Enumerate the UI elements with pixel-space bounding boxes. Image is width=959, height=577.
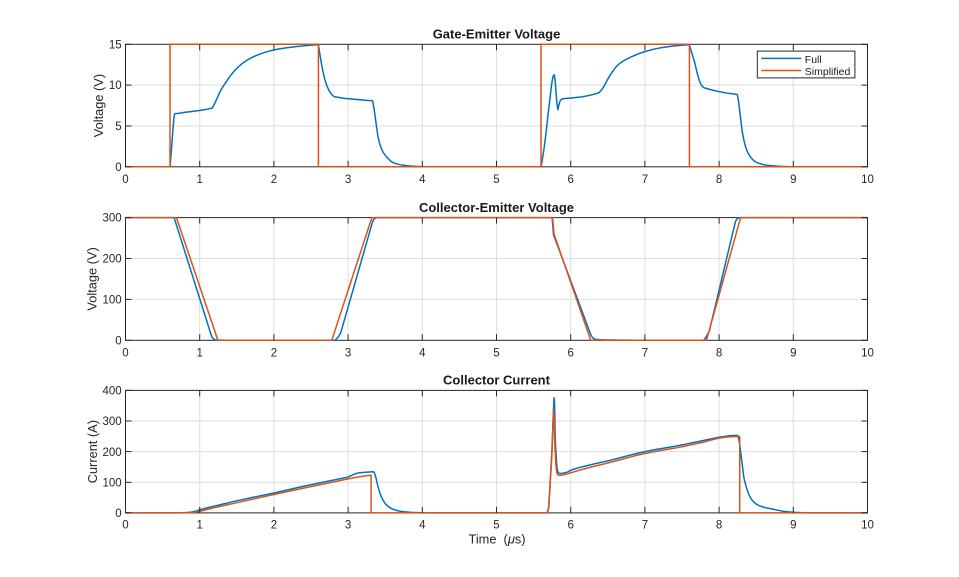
- svg-text:10: 10: [861, 348, 874, 360]
- svg-text:6: 6: [567, 348, 573, 360]
- svg-text:5: 5: [493, 348, 499, 360]
- svg-text:5: 5: [115, 121, 121, 133]
- svg-text:1: 1: [196, 520, 202, 532]
- svg-text:0: 0: [115, 162, 121, 174]
- svg-text:9: 9: [790, 348, 796, 360]
- svg-text:4: 4: [419, 520, 426, 532]
- svg-text:300: 300: [103, 416, 122, 428]
- svg-text:Time (μs): Time (μs): [468, 532, 525, 547]
- svg-text:Collector-Emitter Voltage: Collector-Emitter Voltage: [419, 200, 574, 215]
- svg-text:8: 8: [716, 174, 722, 186]
- svg-text:8: 8: [716, 348, 722, 360]
- svg-text:Simplified: Simplified: [805, 66, 851, 78]
- svg-text:Current (A): Current (A): [85, 420, 100, 483]
- svg-text:2: 2: [271, 348, 277, 360]
- svg-text:7: 7: [642, 348, 648, 360]
- svg-text:5: 5: [493, 174, 499, 186]
- svg-text:Full: Full: [805, 54, 822, 66]
- svg-text:0: 0: [122, 348, 128, 360]
- svg-text:2: 2: [271, 174, 277, 186]
- svg-text:3: 3: [345, 348, 351, 360]
- svg-text:7: 7: [642, 174, 648, 186]
- svg-text:200: 200: [103, 254, 122, 266]
- svg-text:10: 10: [861, 174, 874, 186]
- svg-text:0: 0: [115, 335, 121, 347]
- svg-text:Voltage (V): Voltage (V): [91, 74, 106, 137]
- svg-text:0: 0: [122, 174, 128, 186]
- svg-text:9: 9: [790, 520, 796, 532]
- svg-text:7: 7: [642, 520, 648, 532]
- svg-text:1: 1: [196, 174, 202, 186]
- svg-text:Collector Current: Collector Current: [443, 373, 551, 388]
- svg-text:2: 2: [271, 520, 277, 532]
- svg-text:0: 0: [122, 520, 128, 532]
- svg-text:300: 300: [103, 213, 122, 225]
- svg-text:10: 10: [109, 80, 122, 92]
- svg-text:3: 3: [345, 520, 351, 532]
- svg-text:1: 1: [196, 348, 202, 360]
- svg-text:Voltage (V): Voltage (V): [85, 247, 100, 310]
- svg-text:9: 9: [790, 174, 796, 186]
- svg-text:8: 8: [716, 520, 722, 532]
- svg-text:6: 6: [567, 174, 573, 186]
- svg-text:200: 200: [103, 447, 122, 459]
- svg-text:100: 100: [103, 295, 122, 307]
- svg-text:10: 10: [861, 520, 874, 532]
- svg-text:100: 100: [103, 477, 122, 489]
- svg-text:4: 4: [419, 348, 426, 360]
- svg-text:4: 4: [419, 174, 426, 186]
- svg-text:400: 400: [103, 386, 122, 398]
- svg-text:6: 6: [567, 520, 573, 532]
- svg-text:5: 5: [493, 520, 499, 532]
- svg-text:15: 15: [109, 39, 122, 51]
- svg-text:3: 3: [345, 174, 351, 186]
- svg-text:Gate-Emitter Voltage: Gate-Emitter Voltage: [433, 27, 561, 42]
- svg-text:0: 0: [115, 508, 121, 520]
